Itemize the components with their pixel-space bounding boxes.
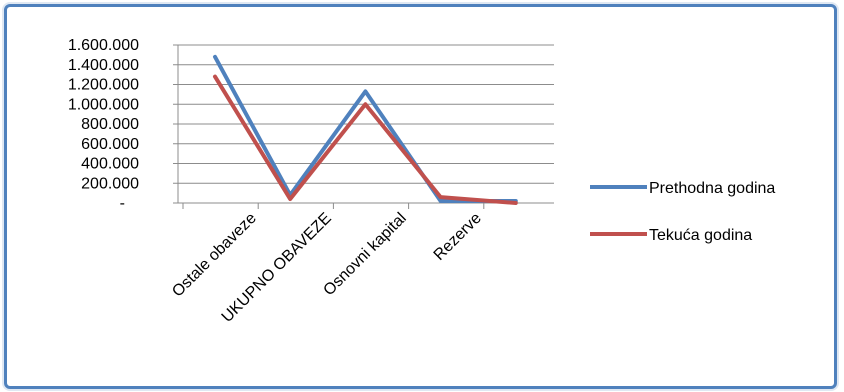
y-tick-label: 1.600.000 [68, 37, 139, 54]
y-axis-ticks: - 200.000 400.000 600.000 800.000 1.000.000 1.… [68, 37, 139, 212]
axes [173, 44, 554, 209]
legend: Prethodna godina Tekuća godina [590, 180, 775, 244]
series-line [213, 54, 518, 204]
y-tick-label: 800.000 [81, 116, 139, 133]
y-tick-label: 600.000 [81, 136, 139, 153]
series-lines [213, 54, 518, 205]
y-tick-label: - [120, 195, 125, 212]
series-line [213, 74, 518, 205]
y-tick-label: 1.000.000 [68, 96, 139, 113]
y-tick-label: 1.400.000 [68, 57, 139, 74]
chart-frame: - 200.000 400.000 600.000 800.000 1.000.000 1.… [4, 4, 837, 389]
y-tick-label: 1.200.000 [68, 77, 139, 94]
y-tick-label: 200.000 [81, 175, 139, 192]
line-chart: - 200.000 400.000 600.000 800.000 1.000.000 1.… [68, 37, 776, 326]
x-tick-label: Osnovni kapital [320, 210, 409, 299]
grid-lines [178, 44, 554, 184]
y-tick-label: 400.000 [81, 156, 139, 173]
x-tick-label: Rezerve [431, 210, 485, 264]
legend-label: Prethodna godina [649, 180, 775, 197]
legend-label: Tekuća godina [649, 227, 752, 244]
